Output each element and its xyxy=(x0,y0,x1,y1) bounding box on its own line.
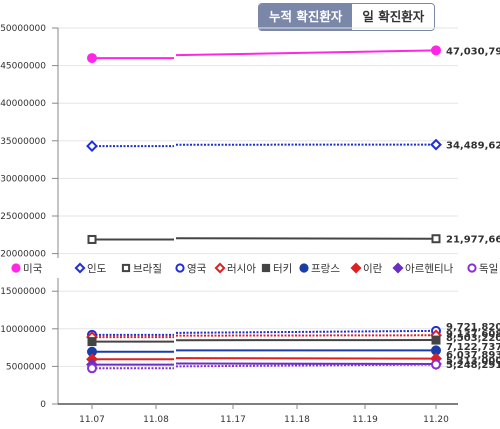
legend-marker-5 xyxy=(261,263,271,273)
legend-label-6: 프랑스 xyxy=(311,263,340,275)
legend-label-4: 러시아 xyxy=(227,263,256,275)
end-value-label-4: 9,137,608 xyxy=(446,329,500,340)
series-point-start-2 xyxy=(87,234,97,244)
end-value-label-3: 9,721,820 xyxy=(446,322,500,333)
series-line-b-7 xyxy=(175,357,437,360)
series-point-start-1 xyxy=(86,140,98,152)
legend-label-7: 이란 xyxy=(363,263,383,275)
y-tick-label-9: 5000000 xyxy=(6,362,46,372)
legend-marker-9 xyxy=(467,263,477,273)
legend-label-5: 터키 xyxy=(273,263,292,275)
series-point-start-9 xyxy=(87,363,97,374)
end-value-label-8: 5,313,000 xyxy=(446,356,500,367)
x-tick-label-5: 11.20 xyxy=(423,415,449,425)
legend-marker-6 xyxy=(299,263,309,273)
series-point-end-5 xyxy=(431,335,441,345)
end-value-label-0: 47,030,792 xyxy=(446,46,500,57)
y-tick-label-2: 40000000 xyxy=(0,99,46,109)
end-value-label-9: 5,248,291 xyxy=(446,360,500,371)
x-tick-label-2: 11.17 xyxy=(220,415,246,425)
end-value-label-5: 8,503,220 xyxy=(446,333,500,344)
x-tick-label-4: 11.19 xyxy=(352,415,378,425)
series-point-end-1 xyxy=(430,138,442,151)
x-tick-label-0: 11.07 xyxy=(79,415,105,425)
legend-label-9: 독일 xyxy=(479,262,498,275)
legend-label-8: 아르헨티나 xyxy=(405,263,454,275)
series-point-start-0 xyxy=(87,53,97,64)
y-tick-label-0: 50000000 xyxy=(0,24,46,34)
y-tick-label-1: 45000000 xyxy=(0,62,46,72)
legend-background xyxy=(4,258,498,278)
series-point-end-9 xyxy=(431,359,441,370)
y-tick-label-10: 0 xyxy=(40,400,46,410)
legend-label-2: 브라질 xyxy=(133,263,162,275)
legend-marker-4 xyxy=(214,262,226,274)
end-value-label-6: 7,122,737 xyxy=(446,342,500,353)
view-toggle: 누적 확진환자 일 확진환자 xyxy=(258,3,436,31)
y-tick-label-6: 20000000 xyxy=(0,250,46,260)
tab-daily-cases[interactable]: 일 확진환자 xyxy=(352,4,435,30)
series-line-b-0 xyxy=(175,49,437,57)
y-tick-label-5: 25000000 xyxy=(0,212,46,222)
end-value-label-7: 6,037,893 xyxy=(446,350,500,361)
legend-marker-7 xyxy=(350,262,362,274)
x-tick-label-3: 11.18 xyxy=(284,415,310,425)
end-value-label-1: 34,489,623 xyxy=(446,141,500,152)
y-tick-label-7: 15000000 xyxy=(0,287,46,297)
series-point-end-2 xyxy=(431,234,441,244)
series-point-start-5 xyxy=(87,337,97,347)
legend-label-0: 미국 xyxy=(23,263,43,275)
legend-marker-3 xyxy=(175,263,185,273)
x-tick-label-1: 11.08 xyxy=(143,415,169,425)
tab-cumulative-cases[interactable]: 누적 확진환자 xyxy=(259,4,353,30)
series-line-b-3 xyxy=(175,329,437,334)
legend-label-3: 영국 xyxy=(187,263,207,275)
y-tick-label-4: 30000000 xyxy=(0,174,46,184)
legend-label-1: 인도 xyxy=(87,263,107,275)
legend-marker-0 xyxy=(11,263,21,273)
series-point-end-0 xyxy=(431,45,441,56)
series-line-b-8 xyxy=(175,362,437,366)
end-value-label-2: 21,977,661 xyxy=(446,235,500,246)
series-line-b-9 xyxy=(175,363,437,368)
y-tick-label-8: 10000000 xyxy=(0,325,46,335)
legend-marker-8 xyxy=(392,262,404,274)
legend-marker-2 xyxy=(121,263,131,273)
legend-marker-1 xyxy=(74,262,86,274)
y-tick-label-3: 35000000 xyxy=(0,137,46,147)
